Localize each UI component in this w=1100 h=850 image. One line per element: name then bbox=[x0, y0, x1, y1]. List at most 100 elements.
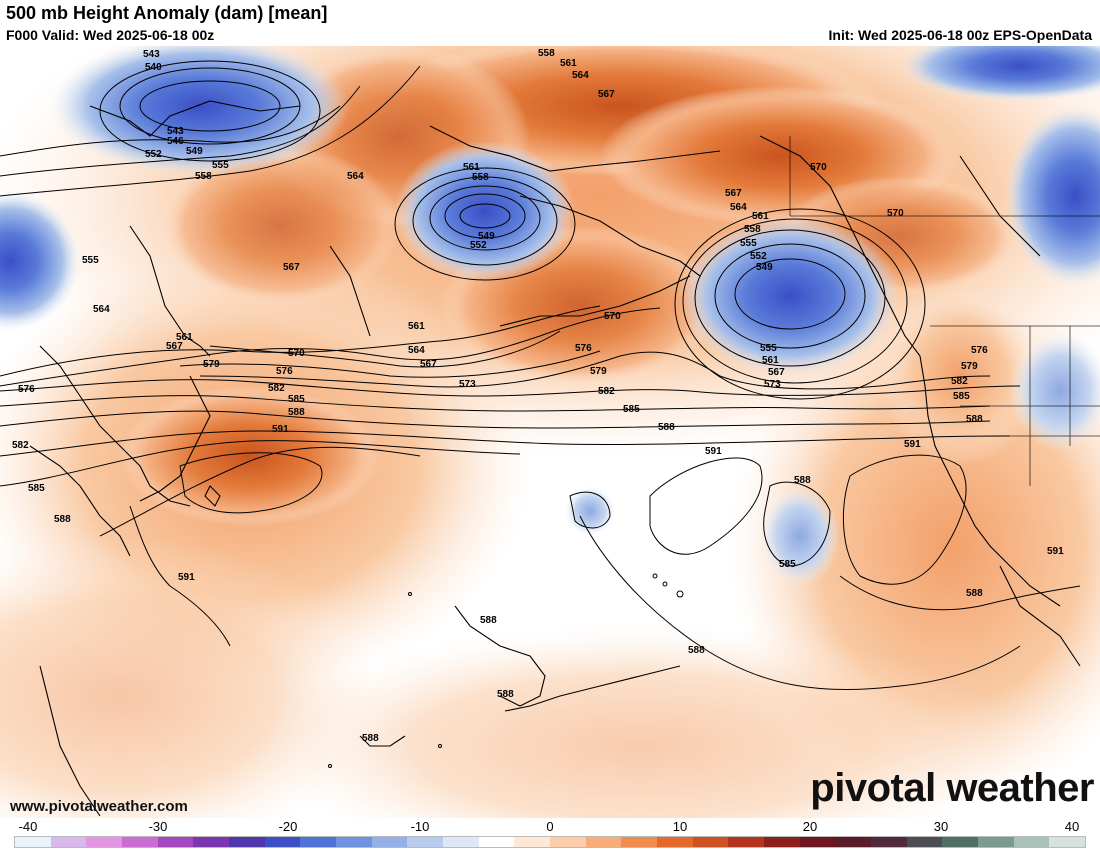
colorbar-swatch bbox=[300, 837, 337, 847]
colorbar-swatch bbox=[871, 837, 907, 847]
contour-label: 570 bbox=[288, 348, 305, 359]
political-borders bbox=[789, 136, 1100, 486]
colorbar-swatch bbox=[50, 837, 87, 847]
map-canvas: 543 540 543 546 549 552 555 558 555 564 … bbox=[0, 46, 1100, 818]
contour-label: 588 bbox=[362, 733, 379, 744]
contour-label: 579 bbox=[203, 359, 220, 370]
colorbar-swatch bbox=[621, 837, 658, 847]
colorbar-swatch bbox=[942, 837, 979, 847]
contour-label: 543 bbox=[167, 126, 184, 137]
contour-label: 588 bbox=[480, 615, 497, 626]
contour-label: 549 bbox=[478, 231, 495, 242]
contour-label: 570 bbox=[604, 311, 621, 322]
colorbar-tick: -40 bbox=[18, 819, 38, 834]
colorbar-swatch bbox=[371, 837, 408, 847]
contour-label: 585 bbox=[623, 404, 640, 415]
contour-label: 561 bbox=[762, 355, 779, 366]
contour-label: 576 bbox=[575, 343, 592, 354]
contour-label: 564 bbox=[730, 202, 747, 213]
contour-label: 576 bbox=[971, 345, 988, 356]
brand-logo: pivotal weather bbox=[810, 766, 1094, 810]
contour-label: 573 bbox=[459, 379, 476, 390]
contour-label: 588 bbox=[658, 422, 675, 433]
contour-label: 585 bbox=[779, 559, 796, 570]
contour-labels: 543 540 543 546 549 552 555 558 555 564 … bbox=[12, 48, 1064, 744]
contour-label: 561 bbox=[408, 321, 425, 332]
colorbar-swatch bbox=[407, 837, 444, 847]
anomaly-map[interactable]: 543 540 543 546 549 552 555 558 555 564 … bbox=[0, 46, 1100, 818]
map-title: 500 mb Height Anomaly (dam) [mean] bbox=[6, 3, 328, 23]
contour-label: 564 bbox=[93, 304, 110, 315]
colorbar: -40 -30 -20 -10 0 10 20 30 40 bbox=[0, 818, 1100, 850]
coastlines bbox=[29, 100, 1081, 817]
contour-label: 558 bbox=[744, 224, 761, 235]
contour-label: 564 bbox=[572, 70, 589, 81]
contour-label: 579 bbox=[590, 366, 607, 377]
contour-label: 561 bbox=[752, 211, 769, 222]
contour-label: 558 bbox=[195, 171, 212, 182]
contour-label: 555 bbox=[760, 343, 777, 354]
colorbar-swatch bbox=[692, 837, 729, 847]
contour-label: 567 bbox=[420, 359, 437, 370]
contour-label: 582 bbox=[951, 376, 968, 387]
colorbar-swatch bbox=[1049, 837, 1086, 847]
contour-label: 579 bbox=[961, 361, 978, 372]
contour-label: 582 bbox=[268, 383, 285, 394]
colorbar-swatch bbox=[193, 837, 230, 847]
colorbar-tick: 0 bbox=[546, 819, 554, 834]
colorbar-swatch bbox=[728, 837, 765, 847]
contour-label: 555 bbox=[82, 255, 99, 266]
colorbar-swatch bbox=[157, 837, 194, 847]
contour-label: 588 bbox=[54, 514, 71, 525]
contour-label: 567 bbox=[166, 341, 183, 352]
colorbar-swatch bbox=[978, 837, 1014, 847]
contour-label: 570 bbox=[810, 162, 827, 173]
contour-label: 591 bbox=[705, 446, 722, 457]
contour-label: 588 bbox=[497, 689, 514, 700]
colorbar-swatch bbox=[1013, 837, 1050, 847]
colorbar-tick: -20 bbox=[278, 819, 298, 834]
contour-label: 561 bbox=[463, 162, 480, 173]
contour-label: 552 bbox=[750, 251, 767, 262]
contour-label: 591 bbox=[904, 439, 921, 450]
contour-label: 591 bbox=[272, 424, 289, 435]
contour-label: 576 bbox=[18, 384, 35, 395]
contour-label: 552 bbox=[145, 149, 162, 160]
contour-label: 585 bbox=[288, 394, 305, 405]
colorbar-tick: 10 bbox=[672, 819, 688, 834]
colorbar-swatch bbox=[86, 837, 123, 847]
colorbar-swatch bbox=[906, 837, 943, 847]
contour-label: 588 bbox=[688, 645, 705, 656]
contour-label: 567 bbox=[768, 367, 785, 378]
contour-label: 564 bbox=[408, 345, 425, 356]
colorbar-swatch bbox=[835, 837, 872, 847]
contour-label: 555 bbox=[212, 160, 229, 171]
contour-label: 576 bbox=[276, 366, 293, 377]
contour-label: 588 bbox=[966, 414, 983, 425]
colorbar-swatch bbox=[764, 837, 800, 847]
init-time: Init: Wed 2025-06-18 00z EPS-OpenData bbox=[828, 27, 1093, 43]
header: 500 mb Height Anomaly (dam) [mean] F000 … bbox=[0, 0, 1100, 46]
colorbar-swatch bbox=[478, 837, 515, 847]
colorbar-ticks: -40 -30 -20 -10 0 10 20 30 40 bbox=[0, 818, 1100, 836]
colorbar-swatch bbox=[229, 837, 265, 847]
colorbar-swatch bbox=[15, 837, 51, 847]
contour-label: 567 bbox=[725, 188, 742, 199]
islands bbox=[328, 573, 684, 768]
brand-url[interactable]: www.pivotalweather.com bbox=[10, 798, 188, 815]
contour-label: 585 bbox=[28, 483, 45, 494]
contour-label: 549 bbox=[186, 146, 203, 157]
colorbar-swatch bbox=[550, 837, 586, 847]
colorbar-tick: 20 bbox=[802, 819, 818, 834]
contour-label: 591 bbox=[178, 572, 195, 583]
colorbar-tick: -30 bbox=[148, 819, 168, 834]
contour-label: 582 bbox=[598, 386, 615, 397]
contour-label: 558 bbox=[472, 172, 489, 183]
contour-label: 546 bbox=[167, 136, 184, 147]
colorbar-tick: 30 bbox=[933, 819, 949, 834]
contour-label: 561 bbox=[560, 58, 577, 69]
contour-label: 540 bbox=[145, 62, 162, 73]
colorbar-swatch bbox=[122, 837, 158, 847]
colorbar-swatch bbox=[264, 837, 301, 847]
colorbar-tick: -10 bbox=[410, 819, 430, 834]
